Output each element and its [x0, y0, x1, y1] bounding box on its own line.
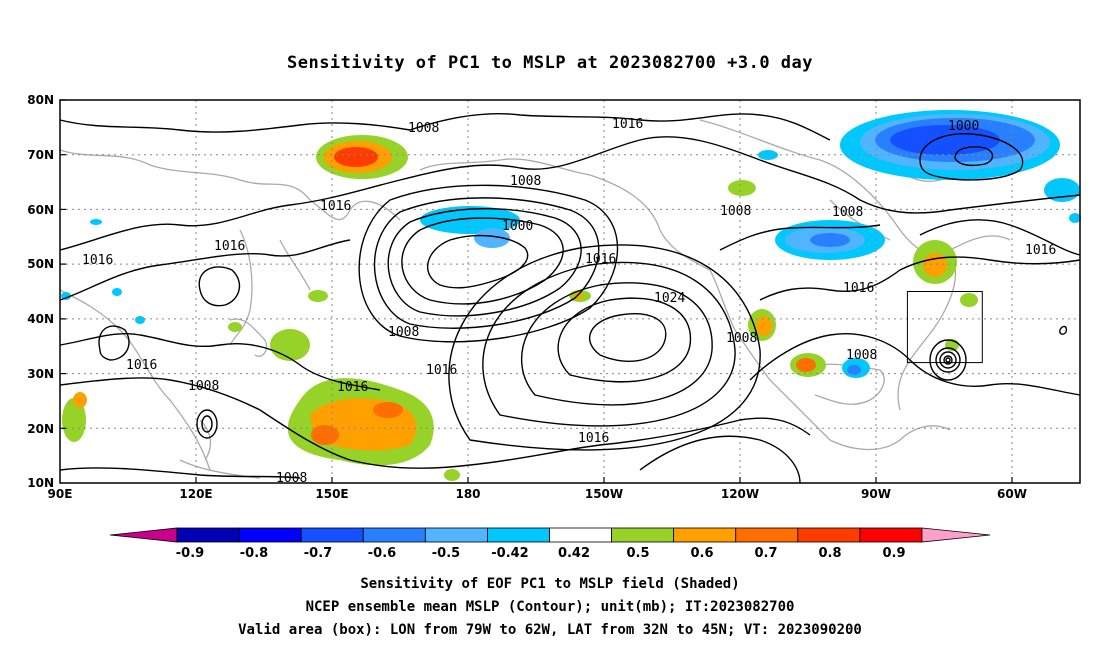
sensitivity-shading	[61, 110, 1081, 481]
lon-label: 180	[455, 487, 480, 501]
contour-label: 1008	[388, 325, 419, 340]
colorbar-label: 0.5	[626, 546, 649, 561]
captions: Sensitivity of EOF PC1 to MSLP field (Sh…	[238, 576, 862, 638]
contour-label: 1000	[948, 119, 979, 134]
colorbar-label: -0.6	[368, 546, 396, 561]
axis-ticks	[60, 99, 1013, 483]
colorbar-label: -0.42	[491, 546, 528, 561]
colorbar-cell	[424, 527, 488, 543]
colorbar-cell	[611, 527, 675, 543]
contour-label: 1016	[337, 380, 368, 395]
caption-line: Sensitivity of EOF PC1 to MSLP field (Sh…	[360, 576, 739, 592]
map-frame	[59, 99, 1081, 484]
lon-label: 90E	[48, 487, 73, 501]
lat-label: 20N	[27, 422, 54, 436]
contour-label: 1016	[214, 239, 245, 254]
contour-label: 1008	[720, 204, 751, 219]
colorbar-right-arrow	[921, 527, 991, 543]
colorbar-cell	[735, 527, 799, 543]
contour-label: 1016	[612, 117, 643, 132]
colorbar-label: 0.42	[558, 546, 590, 561]
colorbar-cell	[673, 527, 737, 543]
contour-label: 1008	[832, 205, 863, 220]
lat-label: 60N	[27, 203, 54, 217]
colorbar-cell	[300, 527, 364, 543]
colorbar-cell	[797, 527, 861, 543]
caption-line: NCEP ensemble mean MSLP (Contour); unit(…	[306, 599, 795, 615]
colorbar-label: 0.6	[690, 546, 713, 561]
contour-label: 1008	[408, 121, 439, 136]
contour-label-group: 1008 1016 1000 1008 1016 1016 1016 1000 …	[82, 117, 1056, 486]
contour-label: 1008	[726, 331, 757, 346]
colorbar-cell	[859, 527, 923, 543]
lon-label: 90W	[861, 487, 891, 501]
mslp-contours	[59, 112, 1081, 484]
colorbar-cell	[238, 527, 302, 543]
colorbar-cell	[176, 527, 240, 543]
contour-label: 1016	[126, 358, 157, 373]
colorbar-cell	[362, 527, 426, 543]
contour-label: 1000	[502, 219, 533, 234]
longitude-labels: 90E 120E 150E 180 150W 120W 90W 60W	[48, 487, 1027, 501]
contour-label: 1016	[585, 252, 616, 267]
contour-label: 1024	[654, 291, 685, 306]
colorbar-label: -0.5	[432, 546, 460, 561]
contour-label: 1016	[82, 253, 113, 268]
lat-label: 30N	[27, 367, 54, 381]
valid-area-box	[906, 291, 983, 364]
latitude-labels: 80N 70N 60N 50N 40N 30N 20N 10N	[27, 93, 54, 490]
contour-label: 1016	[1025, 243, 1056, 258]
lon-label: 60W	[997, 487, 1027, 501]
lat-label: 70N	[27, 148, 54, 162]
contour-label: 1008	[510, 174, 541, 189]
colorbar-label: 0.8	[818, 546, 841, 561]
grid-lines	[60, 100, 1080, 483]
colorbar-label: -0.7	[304, 546, 332, 561]
contour-label: 1016	[843, 281, 874, 296]
colorbar-left-arrow	[109, 527, 178, 543]
colorbar-label: 0.9	[882, 546, 905, 561]
colorbar-cell	[487, 527, 550, 543]
contour-label: 1008	[846, 348, 877, 363]
lat-label: 80N	[27, 93, 54, 107]
colorbar-label: -0.9	[176, 546, 204, 561]
contour-label: 1016	[578, 431, 609, 446]
contour-label: 1008	[188, 379, 219, 394]
colorbar-label: -0.8	[240, 546, 268, 561]
colorbar: -0.9 -0.8 -0.7 -0.6 -0.5 -0.42 0.42 0.5 0.6 0.7 0.…	[109, 527, 991, 561]
figure-title: Sensitivity of PC1 to MSLP at 2023082700…	[287, 53, 813, 73]
caption-line: Valid area (box): LON from 79W to 62W, L…	[238, 622, 862, 638]
lon-label: 120W	[721, 487, 759, 501]
lon-label: 120E	[179, 487, 212, 501]
colorbar-cell	[549, 527, 612, 543]
contour-label: 1016	[320, 199, 351, 214]
lat-label: 10N	[27, 476, 54, 490]
lat-label: 40N	[27, 312, 54, 326]
lon-label: 150W	[585, 487, 623, 501]
colorbar-label: 0.7	[754, 546, 777, 561]
lon-label: 150E	[315, 487, 348, 501]
lat-label: 50N	[27, 257, 54, 271]
contour-label: 1016	[426, 363, 457, 378]
